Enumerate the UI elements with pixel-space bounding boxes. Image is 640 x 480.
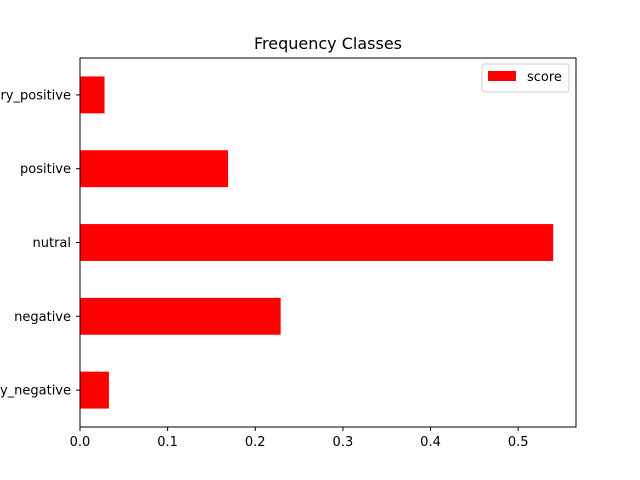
x-tick-label: 0.2 (245, 435, 266, 450)
bar-negative (80, 297, 281, 335)
y-tick-label: negative (14, 310, 71, 325)
x-axis: 0.0 0.1 0.2 0.3 0.4 0.5 (70, 427, 529, 450)
plot-frame (79, 57, 577, 428)
x-tick-label: 0.3 (333, 435, 354, 450)
x-tick-label: 0.4 (420, 435, 441, 450)
bar-nutral (80, 224, 554, 261)
legend-swatch (488, 71, 516, 81)
legend-label: score (527, 70, 562, 85)
y-tick-label: nutral (33, 236, 72, 251)
legend: score (481, 63, 570, 93)
x-tick-label: 0.0 (70, 435, 91, 450)
bars-group (80, 76, 554, 409)
x-tick-label: 0.5 (508, 435, 529, 450)
chart-title: Frequency Classes (254, 34, 402, 53)
bar-very-positive (80, 76, 105, 114)
x-tick-label: 0.1 (157, 435, 178, 450)
bar-positive (80, 150, 229, 188)
y-tick-label: positive (20, 162, 71, 177)
bar-very-negative (80, 371, 109, 409)
